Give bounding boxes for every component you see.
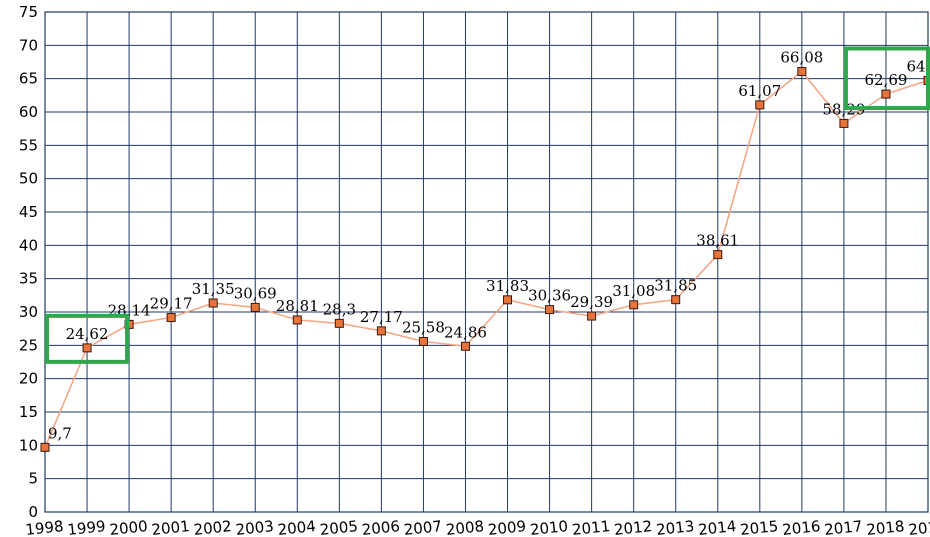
x-tick-label: 2003 xyxy=(235,517,275,537)
data-label: 28,3 xyxy=(323,300,356,318)
x-tick-label: 2010 xyxy=(529,517,569,537)
data-label: 64,73 xyxy=(907,57,930,75)
x-tick-label: 2015 xyxy=(739,517,779,537)
y-tick-label: 15 xyxy=(19,403,38,421)
x-tick-label: 2000 xyxy=(109,517,149,537)
data-point-marker xyxy=(545,305,555,315)
x-tick-label: 2016 xyxy=(781,517,821,537)
series-markers xyxy=(40,66,930,452)
highlight-box xyxy=(843,46,930,111)
x-tick-label: 2018 xyxy=(865,517,905,537)
x-tick-label: 2014 xyxy=(697,517,737,537)
x-axis-tick-labels: 1998 1999 2000 2001 2002 2003 2004 2005 2006 2007… xyxy=(25,517,930,537)
y-tick-label: 35 xyxy=(19,270,38,288)
data-point-marker xyxy=(166,313,176,323)
data-point-marker xyxy=(460,341,470,351)
x-tick-label: 2002 xyxy=(193,517,233,537)
data-label: 66,08 xyxy=(780,48,823,66)
x-tick-label: 2007 xyxy=(403,517,443,537)
data-label: 31,83 xyxy=(486,277,529,295)
x-tick-label: 2012 xyxy=(613,517,653,537)
highlight-boxes xyxy=(45,46,930,364)
y-tick-label: 0 xyxy=(28,503,38,521)
x-tick-label: 1998 xyxy=(25,517,65,537)
x-tick-label: 2006 xyxy=(361,517,401,537)
data-point-marker xyxy=(418,336,428,346)
data-point-marker xyxy=(797,66,807,76)
y-tick-label: 10 xyxy=(19,436,38,454)
chart-grid xyxy=(44,11,929,513)
data-label: 31,08 xyxy=(612,282,655,300)
series-line xyxy=(44,70,929,448)
data-point-marker xyxy=(208,298,218,308)
x-tick-label: 2004 xyxy=(277,517,317,537)
data-point-marker xyxy=(713,250,723,260)
y-axis-tick-labels: 0 5 10 15 20 25 30 35 40 45 50 55 60 65 70 75 xyxy=(19,3,38,521)
data-point-marker xyxy=(292,315,302,325)
plot-border xyxy=(44,11,929,513)
x-tick-label: 2008 xyxy=(445,517,485,537)
x-tick-label: 2017 xyxy=(823,517,863,537)
y-tick-label: 5 xyxy=(28,470,38,488)
y-tick-label: 50 xyxy=(19,170,38,188)
data-point-marker xyxy=(629,300,639,310)
y-tick-label: 20 xyxy=(19,370,38,388)
y-tick-label: 25 xyxy=(19,336,38,354)
x-tick-label: 2011 xyxy=(571,517,611,537)
x-tick-label: 2019 xyxy=(908,517,930,537)
data-point-marker xyxy=(376,326,386,336)
data-label: 30,36 xyxy=(528,287,571,305)
highlight-box xyxy=(45,313,130,364)
data-point-marker xyxy=(503,295,513,305)
data-point-marker xyxy=(40,442,50,452)
y-tick-label: 65 xyxy=(19,70,38,88)
data-label: 31,85 xyxy=(654,277,697,295)
x-tick-label: 2013 xyxy=(655,517,695,537)
data-label: 38,61 xyxy=(696,232,739,250)
data-label: 28,81 xyxy=(276,297,319,315)
y-tick-label: 70 xyxy=(19,36,38,54)
data-point-marker xyxy=(334,318,344,328)
x-tick-label: 2009 xyxy=(487,517,527,537)
data-label: 62,69 xyxy=(864,71,907,89)
data-point-marker xyxy=(881,89,891,99)
data-label: 58,29 xyxy=(822,100,865,118)
y-tick-label: 45 xyxy=(19,203,38,221)
data-point-marker xyxy=(587,311,597,321)
data-label: 31,35 xyxy=(192,280,235,298)
y-tick-label: 60 xyxy=(19,103,38,121)
data-label: 29,39 xyxy=(570,293,613,311)
data-label: 61,07 xyxy=(738,82,781,100)
data-point-marker xyxy=(250,302,260,312)
data-label: 25,58 xyxy=(402,318,445,336)
x-tick-label: 2005 xyxy=(319,517,359,537)
data-label: 30,69 xyxy=(234,284,277,302)
data-point-marker xyxy=(755,100,765,110)
x-tick-label: 2001 xyxy=(151,517,191,537)
data-label: 24,86 xyxy=(444,323,487,341)
data-label: 29,17 xyxy=(150,295,193,313)
x-tick-label: 1999 xyxy=(67,517,107,537)
y-tick-label: 55 xyxy=(19,136,38,154)
y-tick-label: 30 xyxy=(19,303,38,321)
data-label: 27,17 xyxy=(360,308,403,326)
y-tick-label: 40 xyxy=(19,236,38,254)
data-point-marker xyxy=(671,295,681,305)
data-label: 24,62 xyxy=(66,325,109,343)
data-point-marker xyxy=(839,118,849,128)
data-point-marker xyxy=(82,343,92,353)
data-label: 9,7 xyxy=(48,424,72,442)
y-tick-label: 75 xyxy=(19,3,38,21)
